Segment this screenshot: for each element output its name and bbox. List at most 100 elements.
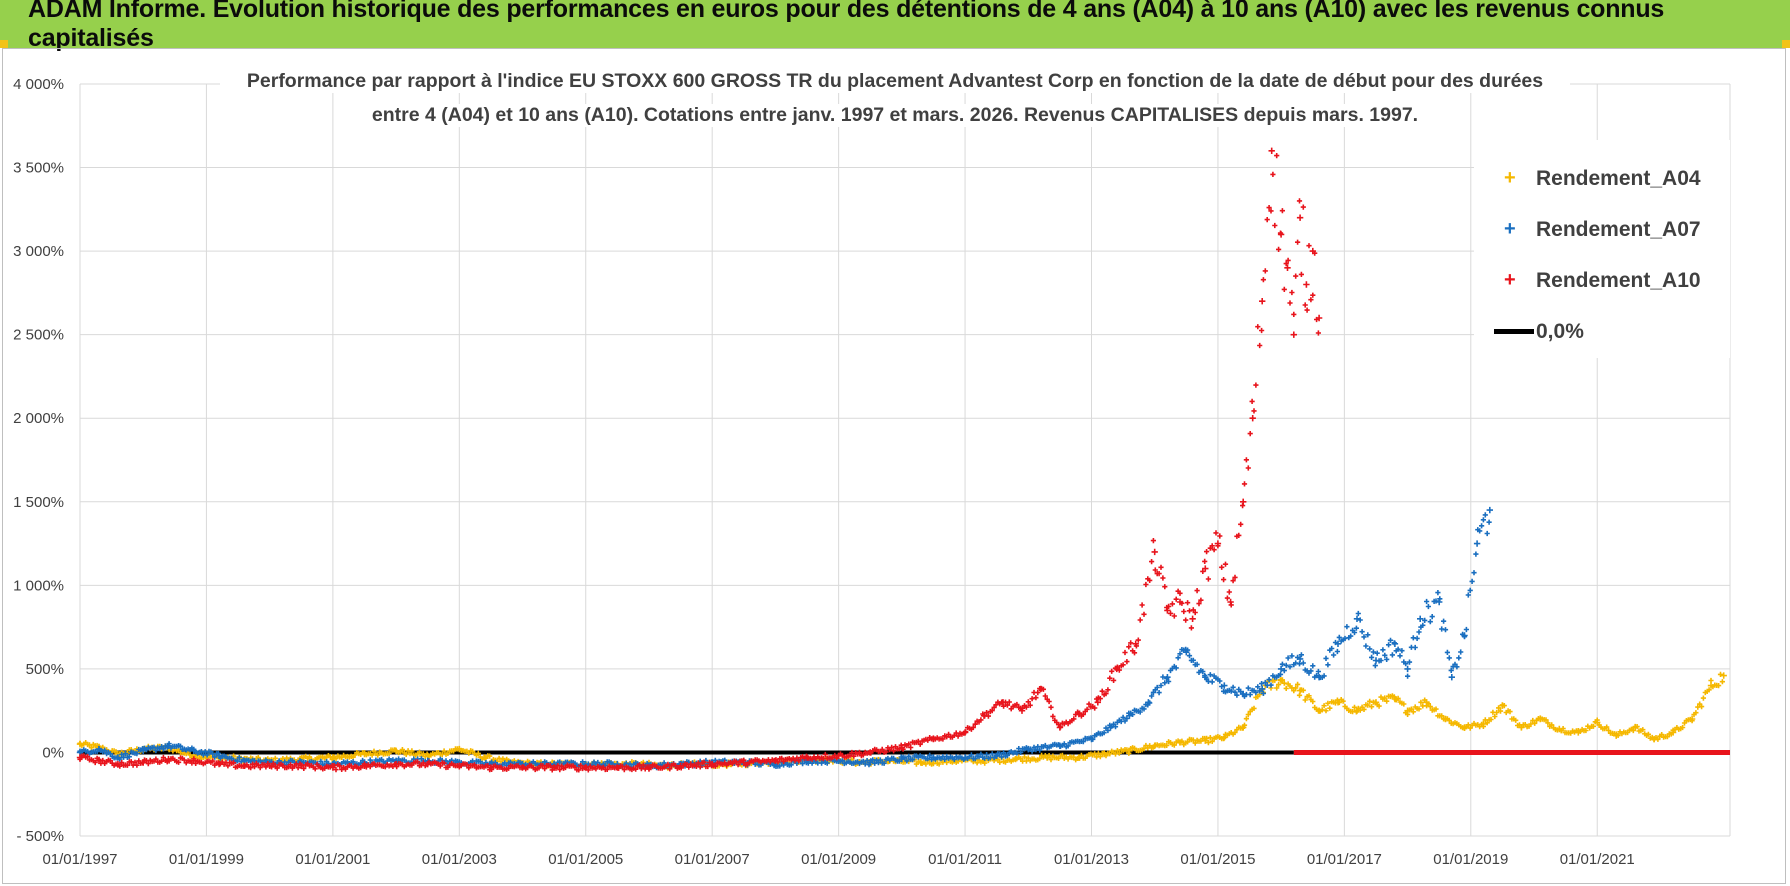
- a07-point-mark-point: [215, 752, 223, 759]
- a07-point-mark: [1321, 673, 1327, 679]
- a04-point-mark: [1492, 713, 1498, 720]
- a07-point-mark: [1277, 671, 1284, 677]
- a07-point-mark: [1361, 634, 1367, 640]
- a07-point-mark: [1279, 661, 1285, 667]
- a10-point-mark: [1236, 532, 1242, 538]
- line-marker-icon: [1494, 329, 1534, 334]
- a10-point-mark: [1291, 311, 1297, 317]
- a07-point-mark: [881, 760, 887, 766]
- a04-point-mark: [1384, 698, 1390, 704]
- a10-point-mark: [1298, 271, 1304, 277]
- y-axis-tick-labels: - 500% 0% 500% 1 000% 1 500% 2 000% 2 500% 3 00…: [13, 76, 64, 845]
- a10-point-mark: [621, 767, 627, 773]
- a10-point-mark: [1283, 261, 1289, 267]
- a10-point-mark: [1050, 713, 1056, 719]
- a10-point-mark: [1152, 567, 1158, 573]
- a07-point-mark: [1465, 592, 1471, 598]
- a10-point-mark-point: [772, 757, 779, 764]
- a10-point-mark: [1274, 153, 1280, 159]
- a10-point-mark: [908, 744, 914, 751]
- a10-point-mark: [263, 764, 269, 770]
- a10-point-mark: [1232, 574, 1238, 580]
- a04-point-mark: [1408, 706, 1414, 712]
- a04-point-mark: [1295, 681, 1301, 687]
- a07-point-mark-point: [1448, 674, 1455, 681]
- a04-point-mark: [1327, 705, 1333, 711]
- a04-point-mark: [369, 752, 375, 758]
- a04-point-mark: [1025, 755, 1031, 761]
- a10-point-mark: [1147, 577, 1153, 583]
- a04-point-mark: [1401, 701, 1407, 707]
- a04-point-mark: [936, 761, 942, 767]
- a10-point-mark: [1302, 302, 1308, 308]
- a10-point-mark: [1160, 575, 1166, 581]
- a07-point-mark: [942, 756, 948, 762]
- a10-point-mark: [1285, 257, 1291, 263]
- a10-point-mark-point: [1284, 264, 1291, 271]
- a07-point-mark-point: [867, 759, 874, 766]
- a10-point-mark: [1249, 398, 1255, 404]
- a04-point-mark: [1706, 687, 1712, 693]
- a10-point-mark: [1167, 610, 1174, 616]
- a04-point-mark: [272, 755, 278, 761]
- a04-point-mark-point: [1012, 755, 1019, 763]
- a04-point-mark: [1209, 738, 1215, 744]
- a07-point-mark: [1162, 680, 1168, 686]
- a04-point-mark: [1488, 716, 1494, 723]
- a10-point-mark: [796, 758, 802, 764]
- a04-point-mark: [88, 745, 94, 751]
- a04-point-mark: [1367, 698, 1373, 704]
- a10-point-mark: [1196, 601, 1202, 607]
- a10-point-mark-point: [835, 752, 842, 759]
- y-tick-label: - 500%: [16, 828, 64, 845]
- a04-point-mark: [1171, 742, 1177, 748]
- y-tick-label: 4 000%: [13, 76, 64, 93]
- a07-point-mark: [1219, 683, 1225, 690]
- a04-point-mark: [1048, 757, 1054, 763]
- a10-point-mark: [1042, 693, 1048, 699]
- a10-point-mark: [978, 717, 984, 723]
- a04-point-mark: [1513, 717, 1519, 723]
- a10-point-mark: [160, 754, 166, 761]
- a10-point-mark: [471, 762, 478, 768]
- a04-point-mark-point: [1334, 699, 1342, 706]
- a10-point-mark-point: [709, 760, 716, 768]
- a07-point-mark: [204, 752, 210, 758]
- a07-point-mark: [1255, 684, 1261, 690]
- a10-point-mark: [1046, 698, 1052, 705]
- a04-point-mark: [1418, 699, 1424, 705]
- a07-point-mark: [1166, 678, 1172, 685]
- a07-point-mark-point: [1183, 649, 1190, 656]
- a04-point-mark: [1427, 704, 1433, 710]
- a10-point-mark-point: [740, 759, 747, 766]
- x-tick-label: 01/01/2001: [295, 851, 370, 868]
- a10-point-mark: [225, 763, 231, 769]
- a07-point-mark: [1378, 657, 1384, 664]
- a10-point-mark: [1221, 577, 1227, 583]
- a07-point-mark-point: [1404, 665, 1411, 673]
- a07-point-mark: [1456, 655, 1462, 661]
- a07-point-mark: [1441, 618, 1447, 624]
- a10-point-mark: [1262, 268, 1268, 274]
- a04-point-mark-point: [1688, 715, 1696, 723]
- a04-point-mark: [923, 761, 929, 767]
- a07-point-mark: [107, 751, 113, 757]
- a07-point-mark-point: [898, 755, 905, 763]
- a04-point-mark: [1410, 709, 1416, 715]
- a04-point-mark-point: [1669, 729, 1677, 736]
- a10-point-mark-point: [165, 755, 172, 763]
- a07-point-mark: [1207, 672, 1213, 678]
- a10-point-mark-point: [456, 762, 463, 769]
- a07-point-mark: [1395, 646, 1401, 652]
- a04-point-mark-point: [1575, 729, 1582, 736]
- a10-point-mark: [547, 763, 553, 769]
- a10-point-mark: [1202, 558, 1208, 564]
- a10-point-mark: [415, 759, 421, 765]
- a04-point-mark: [1680, 724, 1686, 731]
- y-tick-label: 1 000%: [13, 577, 64, 594]
- a10-point-mark: [697, 764, 703, 770]
- a07-point-mark-point: [114, 754, 122, 761]
- a07-point-mark: [978, 751, 984, 757]
- a10-point-mark-point: [266, 762, 273, 769]
- a07-point-mark: [1245, 685, 1251, 691]
